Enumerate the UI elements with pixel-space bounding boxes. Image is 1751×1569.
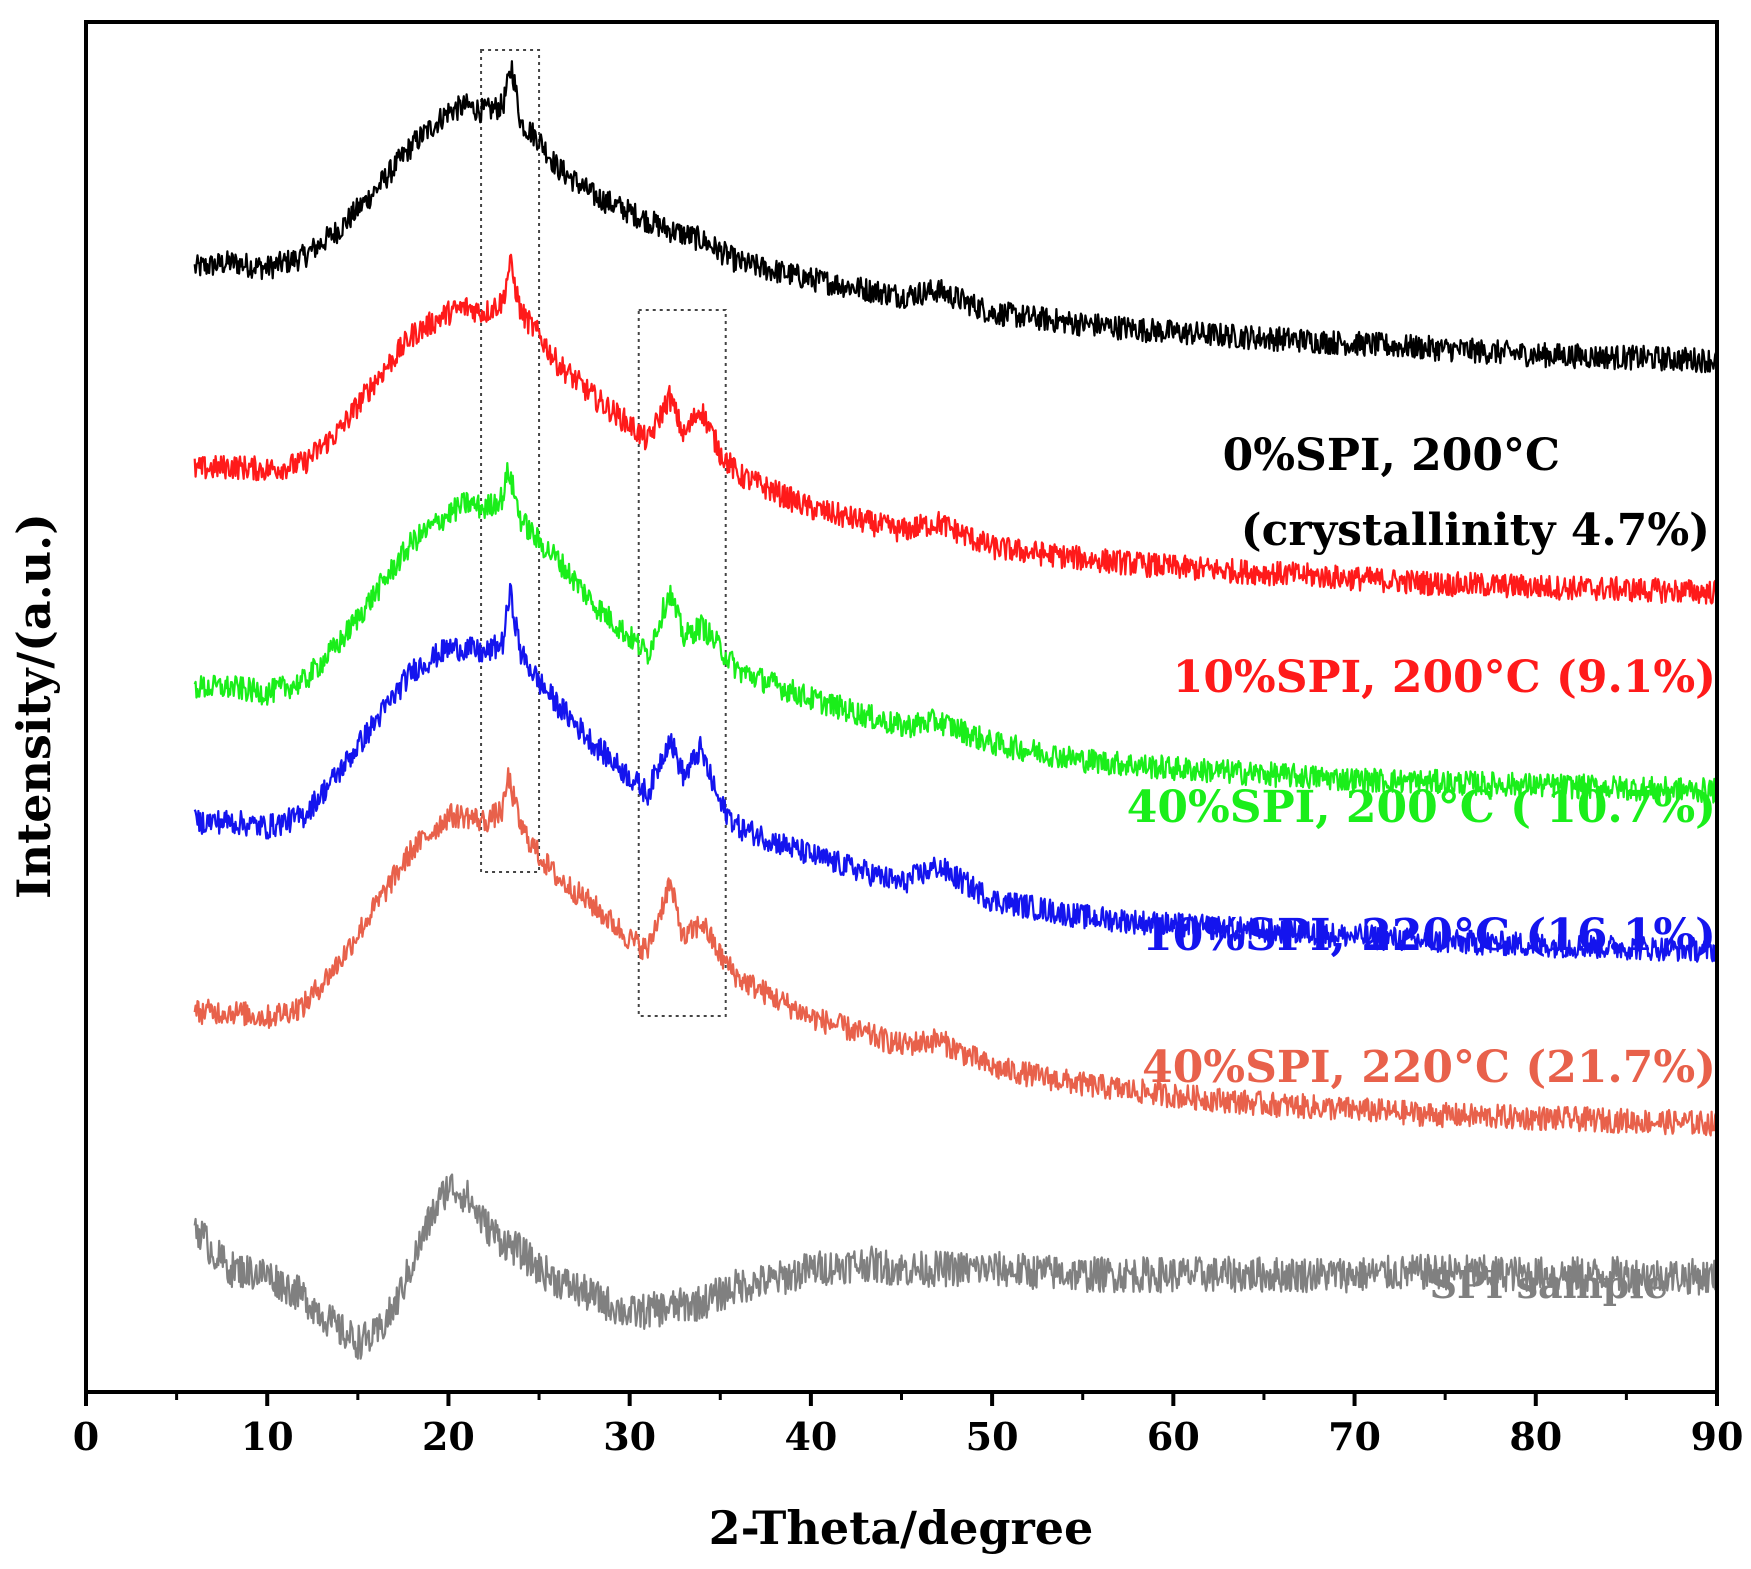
series-label-4: 10%SPI, 220°C (16.1%) <box>1142 910 1716 961</box>
series-label-6: SPI sample <box>1430 1262 1668 1307</box>
x-tick-label: 60 <box>1147 1414 1200 1459</box>
series-label-1-line-2: (crystallinity 4.7%) <box>1241 505 1710 556</box>
highlight-box-1 <box>480 49 541 873</box>
x-tick-label: 90 <box>1691 1414 1744 1459</box>
y-axis-title: Intensity/(a.u.) <box>7 513 61 899</box>
x-tick-label: 50 <box>966 1414 1019 1459</box>
x-tick-label: 80 <box>1509 1414 1562 1459</box>
series-line-4 <box>193 582 1719 963</box>
x-axis: 0 10 20 30 40 50 60 70 80 90 <box>73 1392 1744 1459</box>
x-tick-label: 70 <box>1328 1414 1381 1459</box>
series-line-5 <box>193 767 1719 1137</box>
series-label-5: 40%SPI, 220°C (21.7%) <box>1142 1042 1716 1093</box>
highlight-regions <box>480 49 727 1017</box>
series-labels: 0%SPI, 200°C (crystallinity 4.7%) 10%SPI, … <box>1127 430 1716 1307</box>
highlight-box-2 <box>637 309 727 1017</box>
series-line-6 <box>193 1173 1719 1360</box>
x-tick-label: 40 <box>784 1414 837 1459</box>
series-layer <box>193 60 1719 1360</box>
x-tick-label: 20 <box>422 1414 475 1459</box>
series-line-2 <box>193 253 1719 605</box>
series-line-3 <box>193 462 1719 804</box>
x-tick-label: 10 <box>241 1414 294 1459</box>
series-label-2: 10%SPI, 200°C (9.1%) <box>1173 652 1716 703</box>
x-tick-label: 0 <box>73 1414 99 1459</box>
series-label-3: 40%SPI, 200°C ( 10.7%) <box>1127 782 1716 833</box>
series-line-1 <box>193 60 1719 374</box>
series-label-1-line-1: 0%SPI, 200°C <box>1223 430 1560 481</box>
x-axis-title: 2-Theta/degree <box>709 1501 1094 1555</box>
x-tick-label: 30 <box>603 1414 656 1459</box>
